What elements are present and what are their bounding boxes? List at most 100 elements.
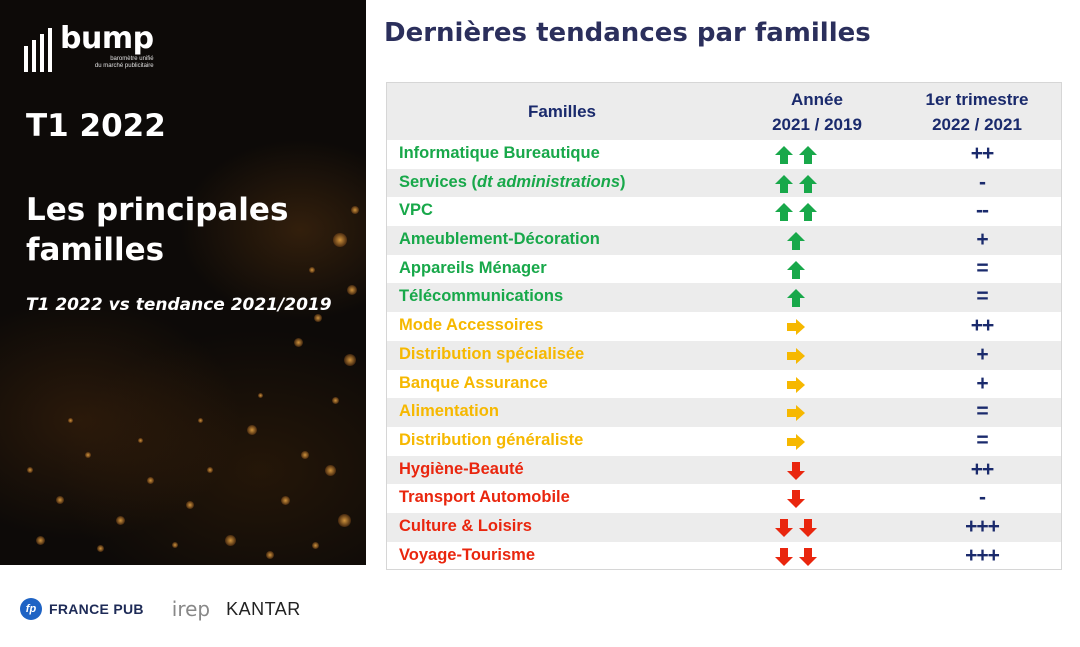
bokeh-light (309, 267, 315, 273)
bokeh-light (257, 392, 263, 398)
table-row: Distribution généraliste = (387, 427, 1061, 456)
family-name: Distribution spécialisée (399, 344, 585, 363)
bokeh-light (35, 535, 45, 545)
trends-table: Familles Année 2021 / 2019 1er trimestre… (386, 82, 1062, 570)
bokeh-light (67, 417, 73, 423)
francepub-logo-icon: fp (20, 598, 42, 620)
family-name: Culture & Loisirs (399, 516, 532, 535)
trend-arrows (774, 375, 820, 395)
bokeh-light (137, 437, 143, 443)
arrow-down-icon (799, 547, 817, 566)
bokeh-light (344, 354, 356, 366)
trend-arrows (774, 288, 820, 308)
header-annee: Année 2021 / 2019 (772, 90, 862, 134)
arrow-up-icon (775, 146, 793, 164)
bokeh-light (224, 534, 236, 546)
quarter-trend: ++ (970, 314, 995, 338)
table-row: Mode Accessoires ++ (387, 312, 1061, 341)
bokeh-light (293, 337, 303, 347)
bokeh-light (347, 285, 357, 295)
bump-logo: bump baromètre unifié du marché publicit… (24, 24, 154, 72)
bokeh-light (146, 476, 154, 484)
quarter-trend: -- (976, 199, 989, 223)
bokeh-light (311, 541, 319, 549)
bokeh-light (314, 314, 322, 322)
table-row: Transport Automobile - (387, 484, 1061, 513)
quarter-trend: +++ (965, 543, 1000, 567)
logo-tagline: baromètre unifié du marché publicitaire (94, 56, 154, 69)
logo-word: bump (60, 21, 154, 56)
cover-panel: bump baromètre unifié du marché publicit… (0, 0, 366, 565)
bokeh-light (301, 451, 309, 459)
family-name: Ameublement-Décoration (399, 230, 600, 249)
table-row: Appareils Ménager = (387, 255, 1061, 284)
partner-logos: fp FRANCE PUB irep KANTAR (20, 594, 301, 624)
quarter-trend: = (976, 400, 988, 424)
period-label: T1 2022 (26, 108, 166, 144)
bokeh-light (56, 496, 64, 504)
family-name: Alimentation (399, 402, 499, 421)
arrow-up-icon (775, 174, 793, 193)
table-header: Familles Année 2021 / 2019 1er trimestre… (387, 83, 1061, 140)
header-trimestre: 1er trimestre 2022 / 2021 (925, 90, 1029, 134)
arrow-down-icon (787, 461, 805, 480)
arrow-right-icon (787, 319, 805, 336)
trend-arrows (774, 174, 820, 194)
trend-arrows (774, 461, 820, 481)
arrow-right-icon (787, 347, 805, 364)
trend-arrows (774, 432, 820, 452)
bokeh-light (172, 542, 178, 548)
bokeh-light (331, 396, 339, 404)
table-row: Alimentation = (387, 398, 1061, 427)
quarter-trend: - (979, 170, 986, 194)
table-row: Distribution spécialisée + (387, 340, 1061, 370)
arrow-down-icon (775, 547, 793, 566)
bokeh-light (247, 425, 257, 435)
arrow-up-icon (787, 260, 805, 279)
family-name: Mode Accessoires (399, 316, 544, 335)
bokeh-light (337, 513, 351, 527)
bokeh-light (186, 501, 194, 509)
arrow-up-icon (799, 203, 817, 222)
table-row: Banque Assurance + (387, 370, 1061, 399)
family-name: Distribution généraliste (399, 430, 584, 449)
arrow-down-icon (799, 518, 817, 537)
table-row: Ameublement-Décoration + (387, 226, 1061, 255)
family-name: Télécommunications (399, 287, 564, 306)
table-row: Télécommunications = (387, 283, 1061, 313)
trend-arrows (774, 260, 820, 280)
quarter-trend: = (976, 256, 988, 280)
quarter-trend: + (976, 228, 988, 252)
bokeh-light (266, 551, 274, 559)
bokeh-light (115, 515, 125, 525)
arrow-up-icon (799, 146, 817, 164)
bokeh-light (207, 467, 213, 473)
francepub-logo-text: FRANCE PUB (49, 601, 144, 617)
family-name: VPC (399, 201, 433, 220)
quarter-trend: = (976, 285, 988, 309)
quarter-trend: + (976, 342, 988, 366)
header-families: Familles (527, 102, 597, 121)
bokeh-light (333, 233, 347, 247)
kantar-logo: KANTAR (226, 598, 301, 619)
trend-arrows (774, 489, 820, 509)
trend-arrows (774, 317, 820, 337)
bokeh-light (351, 206, 359, 214)
table-row: Informatique Bureautique ++ (387, 140, 1061, 169)
family-name: Voyage-Tourisme (399, 545, 536, 564)
bokeh-light (27, 467, 33, 473)
family-name: Transport Automobile (399, 488, 570, 507)
quarter-trend: ++ (970, 457, 995, 481)
table-row: Voyage-Tourisme +++ (387, 542, 1061, 571)
trend-arrows (774, 346, 820, 366)
page-title: Dernières tendances par familles (384, 18, 871, 48)
arrow-up-icon (799, 174, 817, 193)
trend-arrows (774, 518, 820, 538)
family-name: Banque Assurance (399, 373, 548, 392)
family-name: Hygiène-Beauté (399, 459, 524, 478)
table-row: Services (dt administrations) - (387, 168, 1061, 198)
bokeh-light (197, 417, 203, 423)
family-name: Services (dt administrations) (399, 172, 626, 191)
table-row: Hygiène-Beauté ++ (387, 455, 1061, 485)
trend-arrows (774, 231, 820, 251)
